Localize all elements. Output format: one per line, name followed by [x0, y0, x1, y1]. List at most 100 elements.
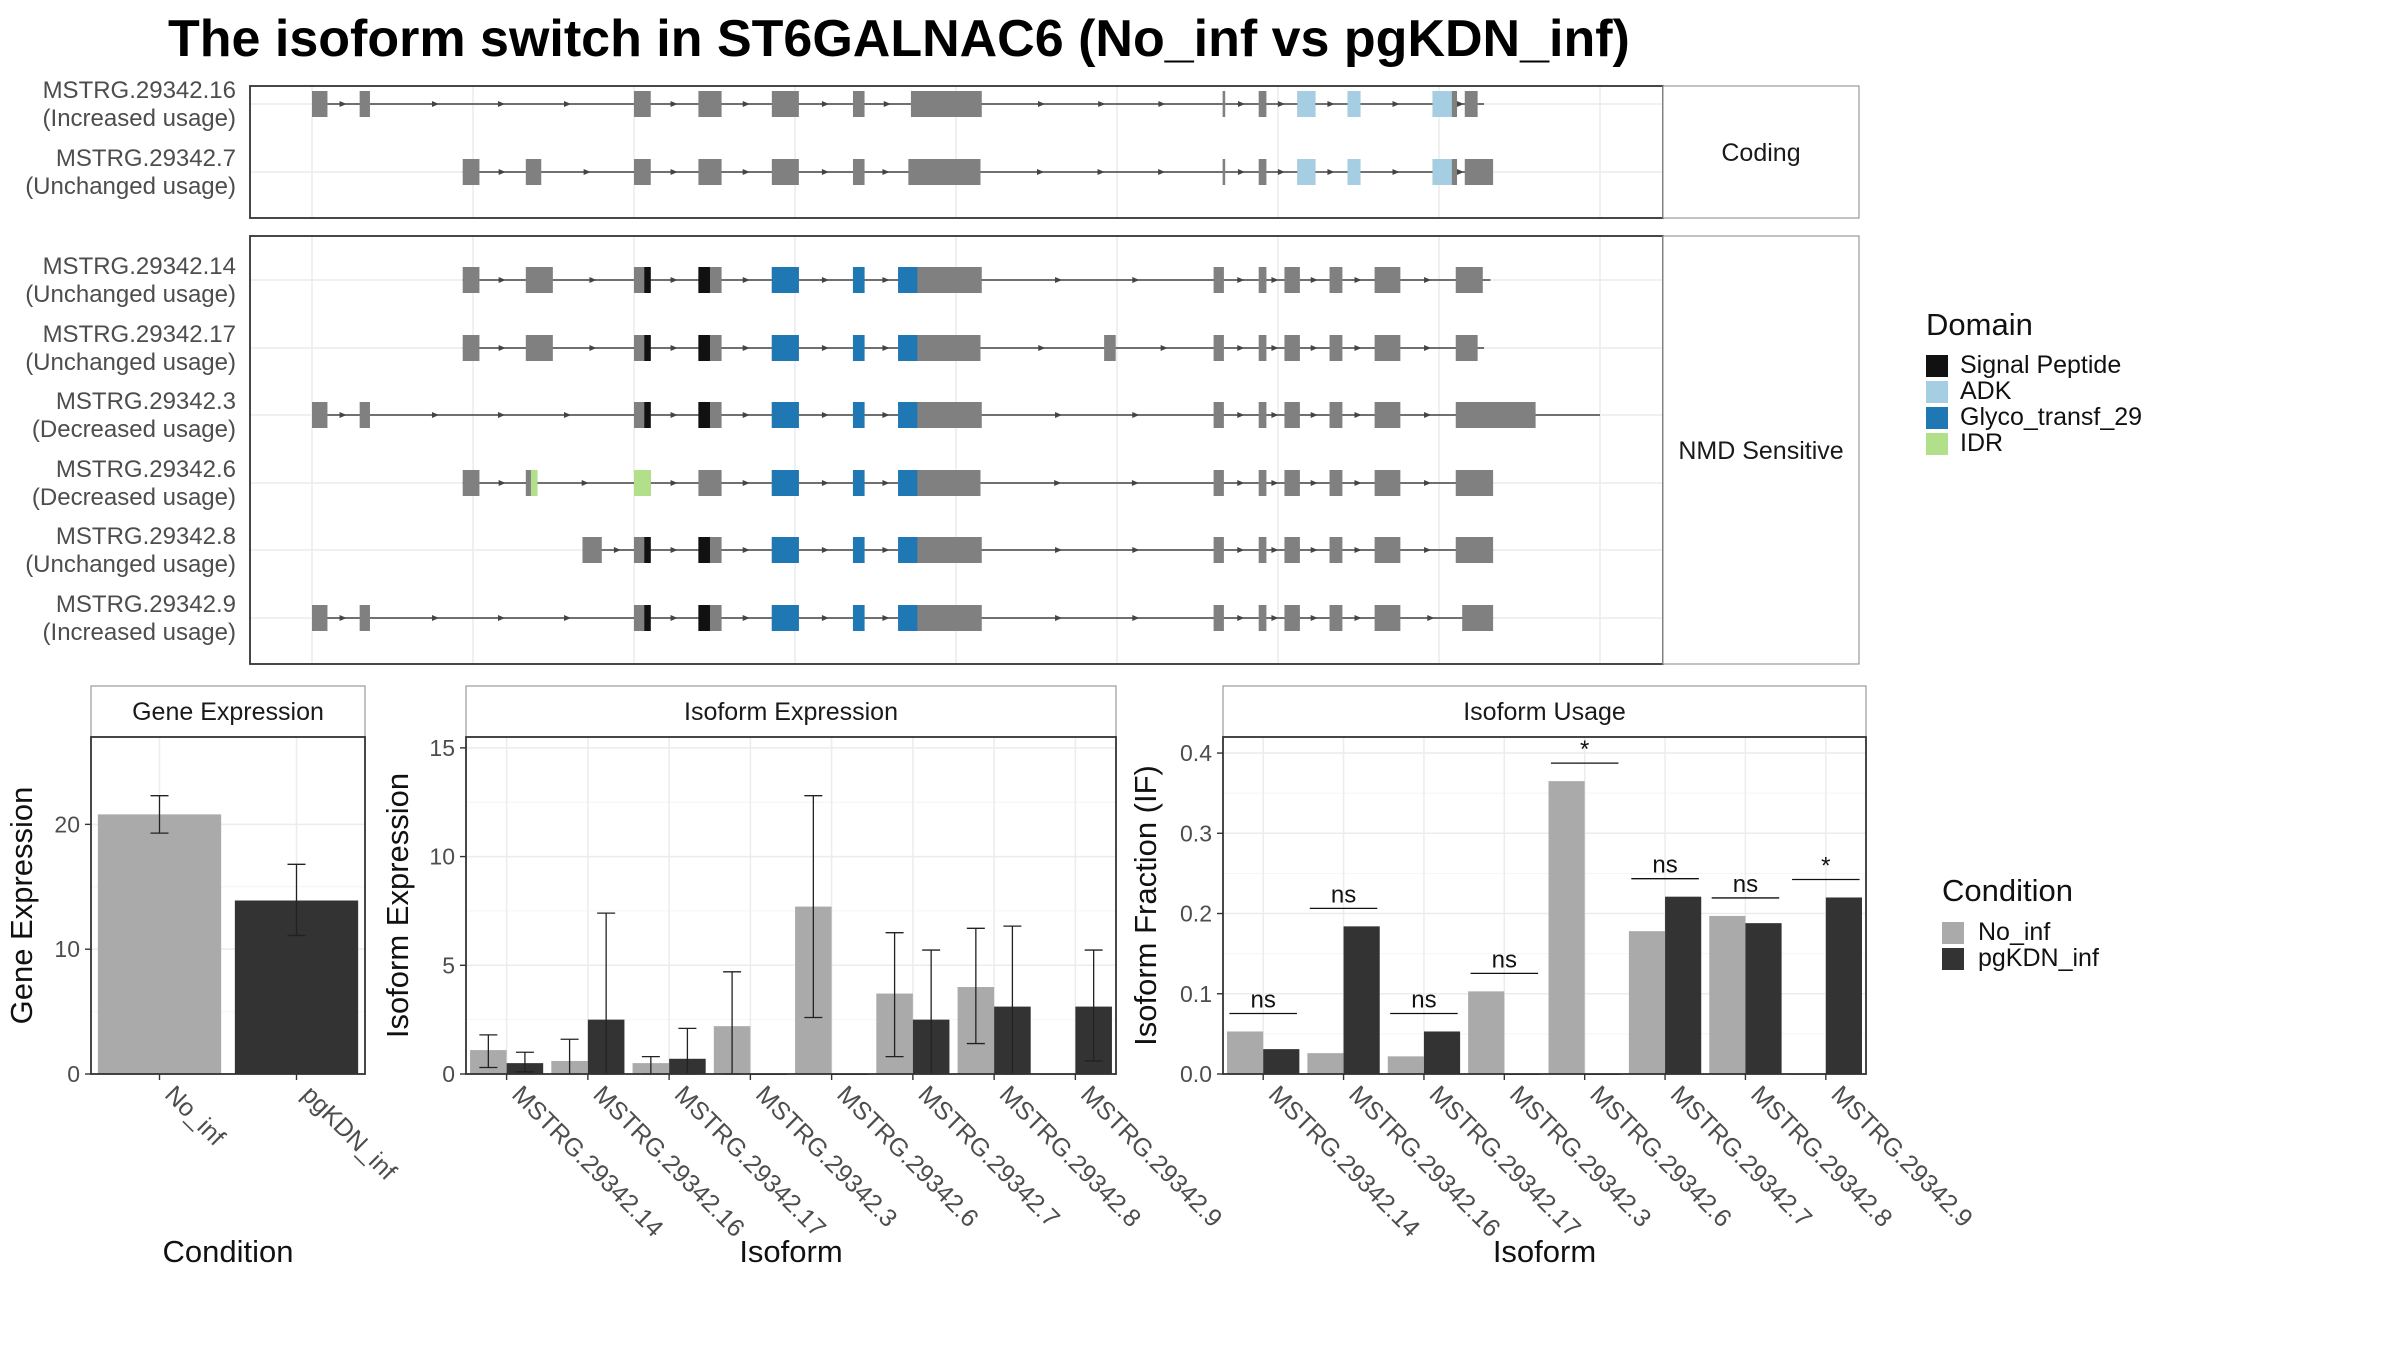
isoform-usage-panel: Isoform Usage 0.0 0.1 0.2 0.3 0.4 ns MSTRG.2934… [1128, 685, 1978, 1269]
intron-arrow [563, 615, 571, 621]
isoform-label: MSTRG.29342.8 [56, 523, 236, 550]
intron-arrow [1237, 169, 1245, 175]
exon [1455, 470, 1494, 496]
domain-segment [771, 470, 799, 496]
facet-strip [1662, 235, 1860, 665]
exon [634, 159, 651, 185]
exon [908, 402, 982, 428]
intron-arrow [563, 101, 571, 107]
intron-arrow [431, 412, 439, 418]
legend-swatch [1942, 948, 1964, 970]
exon [1284, 605, 1300, 631]
exon [312, 91, 328, 117]
domain-segment [698, 537, 710, 563]
exon [1213, 605, 1224, 631]
domain-segment [898, 267, 918, 293]
isoform-usage-label: (Decreased usage) [32, 416, 236, 443]
legend-swatch [1926, 355, 1948, 377]
intron-arrow [1131, 480, 1139, 486]
domain-segment [852, 402, 865, 428]
exon [1258, 537, 1267, 563]
y-tick-label: 15 [429, 735, 455, 761]
domain-segment [698, 267, 710, 293]
domain-segment [644, 605, 651, 631]
intron-arrow [339, 615, 347, 621]
x-axis-title: Isoform [739, 1234, 842, 1269]
intron-arrow [821, 412, 829, 418]
domain-segment [644, 267, 651, 293]
intron-arrow [882, 277, 890, 283]
exon [1329, 267, 1343, 293]
intron-arrow [1055, 277, 1063, 283]
intron-arrow [821, 615, 829, 621]
intron-arrow [431, 101, 439, 107]
bar [1709, 915, 1746, 1074]
legend-title: Domain [1926, 307, 2033, 342]
exon [1213, 470, 1224, 496]
legend-swatch [1926, 407, 1948, 429]
intron-arrow [1237, 547, 1245, 553]
domain-segment [1432, 91, 1452, 117]
intron-arrow [821, 345, 829, 351]
intron-arrow [1097, 169, 1105, 175]
domain-segment [852, 267, 865, 293]
intron-arrow [498, 277, 506, 283]
exon [1284, 470, 1300, 496]
bar [1548, 781, 1585, 1074]
y-tick-label: 0.1 [1180, 981, 1212, 1007]
bar [1263, 1049, 1300, 1074]
intron-arrow [1160, 345, 1168, 351]
intron-arrow [821, 480, 829, 486]
intron-arrow [563, 412, 571, 418]
intron-arrow [1310, 615, 1318, 621]
intron-arrow [1038, 345, 1046, 351]
intron-arrow [670, 412, 678, 418]
figure-title: The isoform switch in ST6GALNAC6 (No_inf… [168, 10, 1630, 68]
exon [1455, 335, 1478, 361]
exon [1329, 605, 1343, 631]
isoform-label: MSTRG.29342.7 [56, 145, 236, 172]
legend-swatch [1926, 433, 1948, 455]
panel-strip [465, 685, 1117, 738]
domain-segment [898, 335, 918, 361]
exon [1258, 91, 1267, 117]
y-tick-label: 20 [54, 811, 80, 837]
y-tick-label: 5 [442, 952, 455, 978]
exon [359, 402, 370, 428]
y-tick-label: 0 [67, 1061, 80, 1087]
intron-arrow [1354, 480, 1362, 486]
domain-segment [1347, 91, 1361, 117]
x-axis-title: Isoform [1493, 1234, 1596, 1269]
exon [1374, 537, 1401, 563]
panel-strip-label: Isoform Expression [684, 698, 898, 726]
significance-label: ns [1411, 986, 1436, 1013]
legend-label: pgKDN_inf [1978, 944, 2099, 972]
intron-arrow [1277, 101, 1285, 107]
exon [1222, 91, 1226, 117]
intron-arrow [670, 169, 678, 175]
isoform-track: MSTRG.29342.3(Decreased usage) [32, 388, 1600, 443]
intron-arrow [670, 345, 678, 351]
exon [312, 605, 328, 631]
x-tick-label: MSTRG.29342.14 [1263, 1080, 1425, 1242]
exon [1258, 267, 1267, 293]
x-tick-label: MSTRG.29342.17 [1424, 1080, 1586, 1242]
structure-group: MSTRG.29342.16(Increased usage)MSTRG.293… [25, 77, 1860, 219]
x-tick-label: No_inf [159, 1080, 230, 1151]
y-tick-label: 10 [54, 936, 80, 962]
isoform-usage-label: (Increased usage) [43, 619, 236, 646]
legend-title: Condition [1942, 873, 2073, 908]
intron-arrow [1310, 480, 1318, 486]
exon [462, 470, 480, 496]
y-tick-label: 0.3 [1180, 820, 1212, 846]
domain-segment [771, 335, 799, 361]
intron-arrow [1158, 169, 1166, 175]
isoform-label: MSTRG.29342.17 [43, 321, 236, 348]
intron-arrow [581, 480, 589, 486]
intron-arrow [1354, 412, 1362, 418]
intron-arrow [883, 101, 891, 107]
significance-label: * [1580, 736, 1589, 763]
legend-label: ADK [1960, 377, 2012, 405]
significance-label: ns [1331, 881, 1356, 908]
domain-legend: Domain Signal PeptideADKGlyco_transf_29ID… [1926, 307, 2142, 457]
